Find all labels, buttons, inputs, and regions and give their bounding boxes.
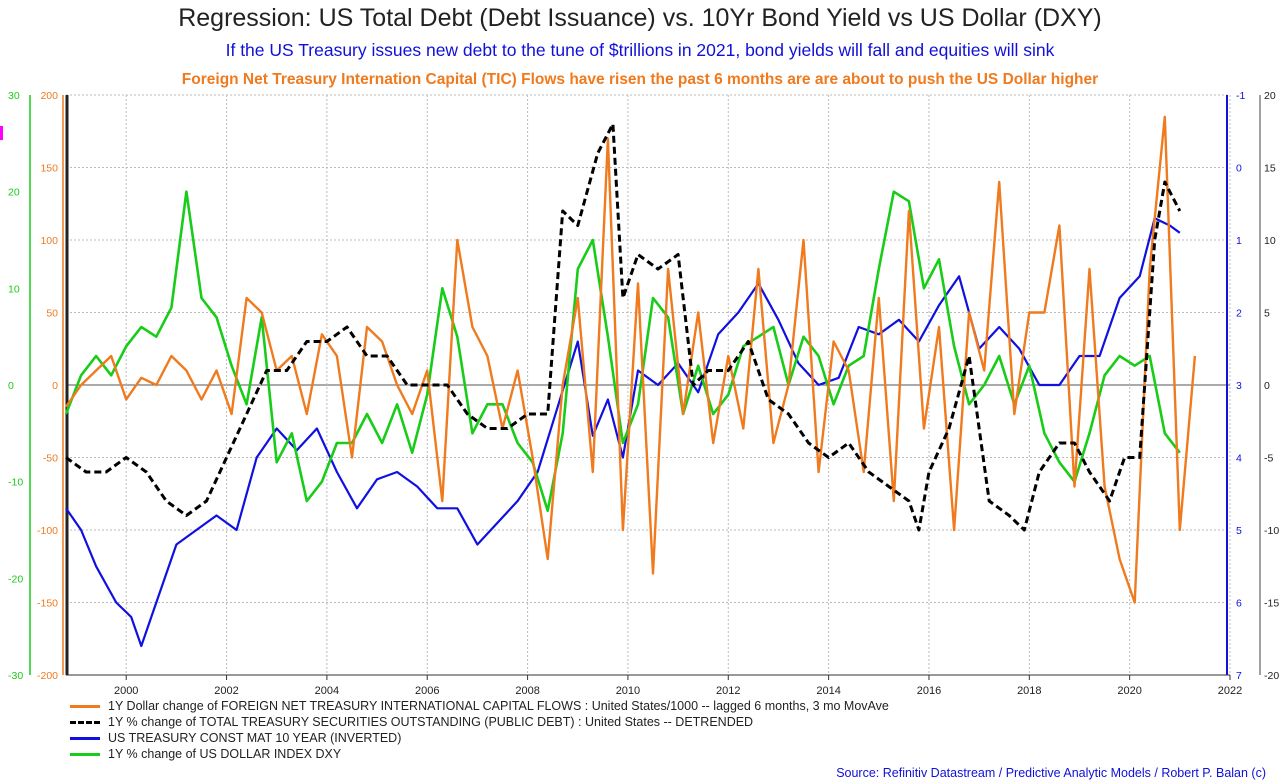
chart-subtitle: If the US Treasury issues new debt to th… [225,40,1055,60]
orange-tick-label: 150 [40,163,58,175]
x-tick-label: 2012 [716,685,740,697]
public-debt-line [65,122,1182,532]
x-tick-label: 2020 [1117,685,1141,697]
legend: 1Y Dollar change of FOREIGN NET TREASURY… [70,698,889,762]
legend-label-yield: US TREASURY CONST MAT 10 YEAR (INVERTED) [108,731,402,745]
legend-item-debt: 1Y % change of TOTAL TREASURY SECURITIES… [70,714,889,730]
black-tick-label: 0 [1264,380,1270,392]
blue-tick-label: 0 [1236,163,1242,175]
orange-tick-label: -150 [37,598,58,610]
tic-flows-line [65,115,1197,604]
x-tick-label: 2000 [114,685,138,697]
series-lines [64,115,1197,648]
orange-tick-label: 50 [46,308,58,320]
legend-item-tic: 1Y Dollar change of FOREIGN NET TREASURY… [70,698,889,714]
x-tick-label: 2006 [415,685,439,697]
black-tick-label: -5 [1264,453,1273,465]
legend-label-debt: 1Y % change of TOTAL TREASURY SECURITIES… [108,715,754,729]
green-tick-label: -20 [8,573,23,585]
orange-tick-label: -50 [43,453,58,465]
black-tick-label: 20 [1264,90,1276,102]
black-tick-label: -10 [1264,525,1279,537]
orange-tick-label: -100 [37,525,58,537]
orange-tick-label: 100 [40,235,58,247]
x-tick-label: 2004 [315,685,339,697]
x-tick-label: 2014 [816,685,840,697]
x-tick-label: 2008 [515,685,539,697]
source-credit: Source: Refinitiv Datastream / Predictiv… [836,766,1266,780]
orange-tick-label: 200 [40,90,58,102]
blue-tick-label: 4 [1236,453,1242,465]
green-tick-label: -10 [8,477,23,489]
orange-tick-label: 0 [52,380,58,392]
blue-tick-label: 6 [1236,598,1242,610]
legend-swatch-yield [70,736,100,740]
black-tick-label: -15 [1264,598,1279,610]
legend-item-yield: US TREASURY CONST MAT 10 YEAR (INVERTED) [70,730,889,746]
black-tick-label: 15 [1264,163,1276,175]
black-tick-label: 5 [1264,308,1270,320]
black-tick-label: -20 [1264,670,1279,682]
x-tick-label: 2010 [616,685,640,697]
blue-tick-label: 5 [1236,525,1242,537]
green-tick-label: 30 [8,90,20,102]
black-tick-label: 10 [1264,235,1276,247]
tick-labels: 2000 2002 2004 2006 2008 2010 2012 2014 2016 2018… [8,90,1279,697]
green-tick-label: 20 [8,187,20,199]
ten-year-yield-line [65,217,1181,648]
dxy-change-line [64,190,1181,513]
legend-swatch-debt [70,720,100,724]
orange-tick-label: -200 [37,670,58,682]
green-tick-label: 10 [8,283,20,295]
blue-tick-label: 1 [1236,235,1242,247]
legend-label-dxy: 1Y % change of US DOLLAR INDEX DXY [108,747,342,761]
green-tick-label: 0 [8,380,14,392]
blue-tick-label: 3 [1236,380,1242,392]
x-tick-label: 2016 [917,685,941,697]
edge-marker [0,126,3,140]
x-tick-label: 2002 [214,685,238,697]
blue-tick-label: 2 [1236,308,1242,320]
legend-swatch-dxy [70,752,100,756]
green-tick-label: -30 [8,670,23,682]
chart-subtitle-2: Foreign Net Treasury Internation Capital… [181,71,1099,88]
x-tick-label: 2022 [1218,685,1242,697]
blue-tick-label: -1 [1236,90,1245,102]
axes [29,95,1261,680]
blue-tick-label: 7 [1236,670,1242,682]
legend-label-tic: 1Y Dollar change of FOREIGN NET TREASURY… [108,699,889,713]
legend-item-dxy: 1Y % change of US DOLLAR INDEX DXY [70,746,889,762]
x-tick-label: 2018 [1017,685,1041,697]
chart-title: Regression: US Total Debt (Debt Issuance… [178,4,1102,32]
legend-swatch-tic [70,704,100,708]
